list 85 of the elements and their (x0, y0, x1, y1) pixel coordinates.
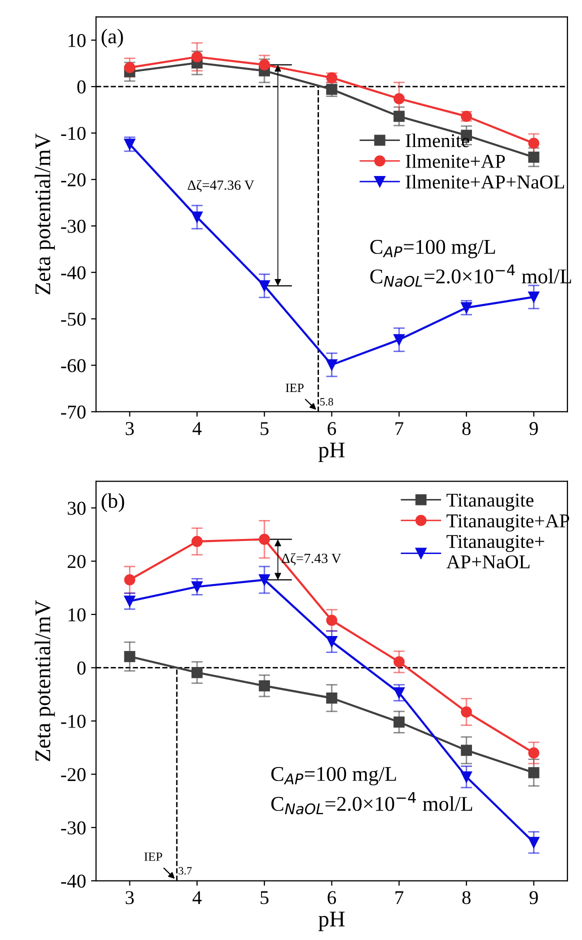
legend-label: Titanaugite (446, 494, 534, 511)
x-tick-label: 3 (126, 891, 134, 904)
y-tick-label: -40 (61, 266, 86, 280)
x-tick-label: 8 (462, 422, 471, 436)
x-tick-label: 7 (396, 422, 404, 435)
annotation: IEP (286, 384, 304, 392)
point (528, 767, 540, 778)
point (326, 614, 338, 626)
ref-line-label: 5.8 (320, 398, 334, 406)
y-tick-label: -40 (61, 874, 86, 888)
point (528, 747, 540, 758)
y-tick-label: -10 (61, 714, 86, 728)
legend-label: Ilmenite+AP (406, 154, 505, 168)
y-tick-label: -50 (61, 312, 86, 326)
y-tick-label: 10 (68, 608, 86, 622)
point (124, 650, 136, 662)
point (124, 596, 136, 607)
point (394, 716, 405, 728)
point (124, 62, 136, 74)
y-axis-title: Zeta potential/mV (34, 133, 55, 294)
point (191, 212, 203, 223)
y-tick-label: -20 (61, 768, 86, 782)
annotation: IEP (144, 852, 162, 861)
point (326, 359, 338, 370)
x-tick-label: 9 (530, 422, 538, 436)
x-axis-title: pH (318, 912, 345, 932)
point (528, 836, 540, 848)
annotation: Δζ=7.43 V (282, 553, 342, 566)
y-tick-label: 20 (68, 554, 86, 568)
annotation: C$_{AP}$=100 mg/L (271, 766, 396, 786)
y-tick-label: 30 (68, 502, 86, 515)
point (258, 574, 270, 586)
y-tick-label: -10 (61, 126, 86, 140)
y-tick-label: 0 (77, 80, 86, 94)
point (528, 138, 540, 149)
y-axis-title: Zeta potential/mV (34, 600, 55, 762)
x-tick-label: 8 (462, 891, 471, 904)
point (258, 59, 270, 70)
point (460, 771, 472, 782)
annotation: C$_{AP}$=100 mg/L (370, 240, 495, 258)
point (326, 636, 338, 648)
x-tick-label: 3 (126, 422, 134, 436)
y-tick-label: -30 (61, 220, 86, 233)
annotation: C$_{NaOL}$=2.0×10$^{−4}$ mol/L (271, 792, 472, 814)
annotation: (a) (102, 28, 123, 48)
point (394, 93, 405, 104)
point (394, 110, 405, 122)
x-tick-label: 5 (260, 891, 268, 904)
point (191, 536, 203, 548)
y-tick-label: -30 (61, 821, 86, 834)
point (460, 706, 472, 718)
point (258, 280, 270, 292)
point (326, 692, 338, 704)
point (528, 152, 540, 163)
point (258, 680, 270, 692)
x-tick-label: 6 (328, 891, 336, 904)
point (191, 581, 203, 592)
legend-label: Ilmenite+AP+NaOL (406, 174, 564, 189)
point (191, 51, 203, 62)
y-tick-label: 10 (68, 34, 86, 48)
x-tick-label: 6 (328, 422, 336, 436)
point (124, 574, 136, 586)
x-axis-title: pH (318, 442, 345, 462)
point (460, 744, 472, 756)
annotation: (b) (102, 493, 124, 512)
point (258, 534, 270, 545)
point (394, 656, 405, 668)
legend-label: Ilmenite (406, 134, 470, 148)
point (394, 687, 405, 698)
y-tick-label: -70 (61, 406, 86, 419)
annotation: Δζ=47.36 V (188, 180, 254, 192)
point (394, 334, 405, 346)
ref-line-label: 3.7 (178, 867, 192, 875)
point (191, 666, 203, 678)
x-tick-label: 5 (260, 422, 268, 436)
y-tick-label: 0 (77, 662, 86, 675)
x-tick-label: 9 (530, 891, 538, 904)
point (326, 84, 338, 95)
point (528, 291, 540, 303)
x-tick-label: 4 (192, 422, 202, 435)
y-tick-label: -60 (61, 359, 86, 372)
y-tick-label: -20 (61, 173, 86, 186)
legend-label: Titanaugite+ AP+NaOL (446, 534, 544, 568)
x-tick-label: 7 (396, 891, 404, 904)
x-tick-label: 4 (192, 891, 202, 904)
